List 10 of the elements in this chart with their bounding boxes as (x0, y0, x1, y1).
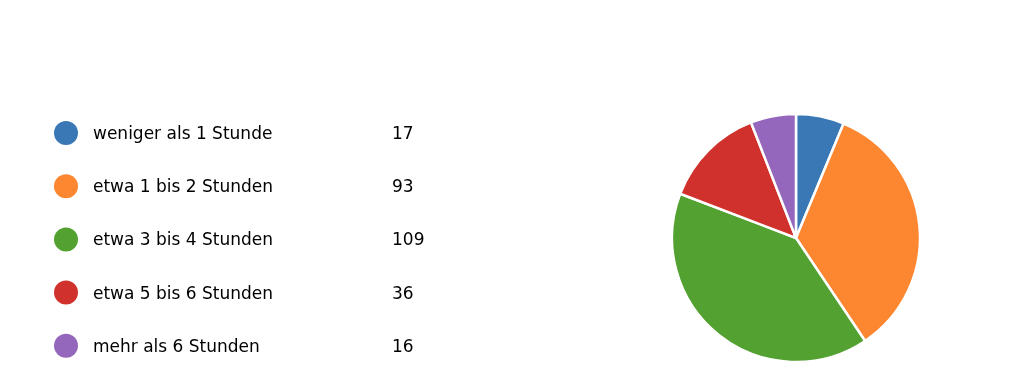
data-label: 93 (392, 176, 414, 197)
legend-label: mehr als 6 Stunden (93, 335, 260, 356)
data-label: 16 (392, 335, 414, 356)
legend-label: etwa 5 bis 6 Stunden (93, 282, 274, 303)
legend-label: etwa 1 bis 2 Stunden (93, 176, 274, 197)
legend-label: etwa 3 bis 4 Stunden (93, 229, 274, 250)
data-label: 36 (392, 282, 414, 303)
data-label: 109 (392, 229, 425, 250)
data-label: 17 (392, 123, 414, 143)
legend-label: weniger als 1 Stunde (93, 123, 273, 143)
